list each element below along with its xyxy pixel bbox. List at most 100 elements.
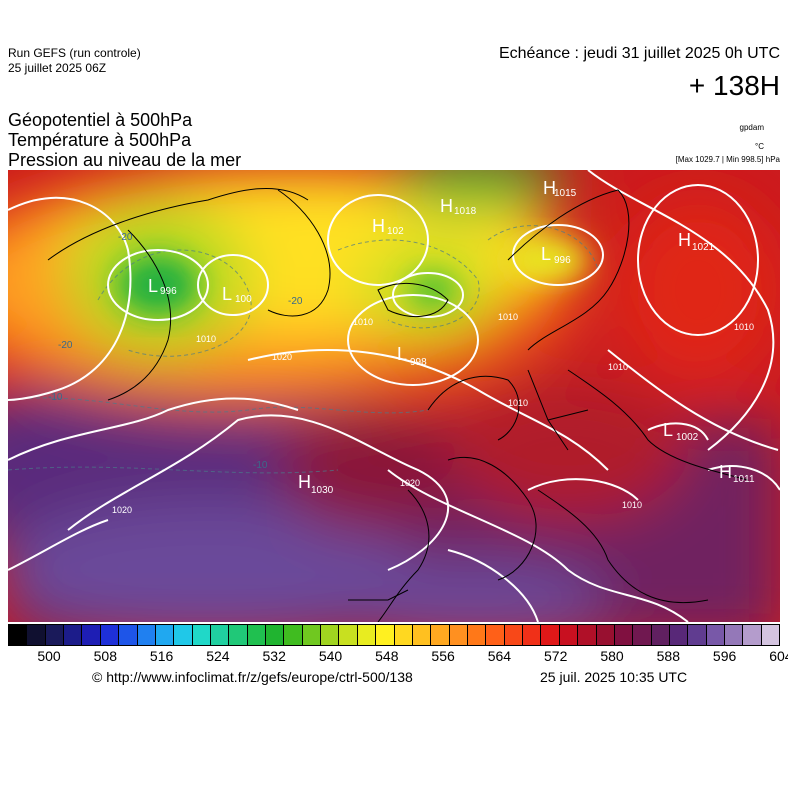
- valid-time: Echéance : jeudi 31 juillet 2025 0h UTC: [498, 45, 780, 62]
- colorbar-cell: [761, 625, 780, 645]
- colorbar-cell: [669, 625, 689, 645]
- run-name: Run GEFS (run controle): [8, 46, 141, 60]
- svg-text:L: L: [663, 420, 673, 440]
- colorbar-cell: [706, 625, 726, 645]
- colorbar-cell: [578, 625, 597, 645]
- colorbar-cell: [523, 625, 542, 645]
- isobar-label: 1010: [734, 322, 754, 332]
- isobar-label: 1010: [508, 398, 528, 408]
- svg-text:1002: 1002: [676, 432, 699, 443]
- colorbar-cell: [651, 625, 670, 645]
- colorbar-tick-label: 516: [149, 648, 174, 664]
- svg-text:H: H: [719, 462, 732, 482]
- colorbar-cell: [541, 625, 560, 645]
- colorbar-cell: [559, 625, 579, 645]
- colorbar-tick-label: 508: [93, 648, 117, 664]
- svg-text:998: 998: [410, 357, 427, 368]
- colorbar-cell: [155, 625, 175, 645]
- colorbar-cell: [486, 625, 505, 645]
- svg-text:996: 996: [160, 286, 177, 297]
- colorbar-cell: [357, 625, 377, 645]
- pressure-center: H 1021: [678, 230, 715, 253]
- pressure-center: L 996: [148, 276, 177, 297]
- colorbar-cell: [302, 625, 322, 645]
- coastlines: [47, 188, 749, 622]
- colorbar-tick-label: 580: [600, 648, 624, 664]
- colorbar-cell: [431, 625, 450, 645]
- svg-text:1030: 1030: [311, 485, 334, 496]
- colorbar-cell: [743, 625, 762, 645]
- isobar-label: 1010: [608, 362, 628, 372]
- pressure-center: H 102: [372, 216, 404, 237]
- pressure-center: H 1011: [719, 462, 755, 485]
- colorbar-cell: [376, 625, 395, 645]
- pressure-range: [Max 1029.7 | Min 998.5] hPa: [675, 155, 780, 164]
- isobar-label: 1020: [112, 505, 132, 515]
- colorbar-tick-label: 564: [487, 648, 512, 664]
- run-date: 25 juillet 2025 06Z: [8, 61, 107, 75]
- temperature-label: -20: [288, 296, 303, 307]
- pressure-center: L 1002: [663, 420, 699, 443]
- svg-text:H: H: [543, 178, 556, 198]
- isobar-label: 1010: [353, 317, 373, 327]
- colorbar-tick-label: 588: [656, 648, 680, 664]
- isobar-label: 1010: [196, 334, 216, 344]
- svg-text:L: L: [222, 284, 232, 304]
- colorbar-cell: [174, 625, 193, 645]
- colorbar-cell: [210, 625, 230, 645]
- svg-text:102: 102: [387, 226, 404, 237]
- colorbar-tick-label: 556: [431, 648, 455, 664]
- temperature-label: -10: [253, 460, 268, 471]
- colorbar-tick-label: 500: [37, 648, 61, 664]
- colorbar-cell: [27, 625, 46, 645]
- colorbar-cell: [339, 625, 358, 645]
- unit-geopotential: gpdam: [739, 123, 764, 132]
- svg-text:H: H: [440, 196, 453, 216]
- isobar-label: 1010: [498, 312, 518, 322]
- svg-text:1015: 1015: [554, 188, 577, 199]
- colorbar-cell: [504, 625, 524, 645]
- isobar-label: 1020: [272, 352, 292, 362]
- isobar-label: 1010: [622, 500, 642, 510]
- colorbar-cell: [266, 625, 285, 645]
- colorbar-tick-label: 532: [262, 648, 286, 664]
- colorbar-tick-label: 604: [769, 648, 788, 664]
- title-temperature: Température à 500hPa: [8, 130, 192, 150]
- pressure-center: L 996: [541, 244, 571, 266]
- colorbar-cell: [64, 625, 83, 645]
- colorbar-cell: [100, 625, 120, 645]
- temperature-label: -20: [118, 232, 133, 243]
- colorbar-cell: [45, 625, 65, 645]
- svg-text:H: H: [678, 230, 691, 250]
- colorbar-cell: [82, 625, 101, 645]
- pressure-center: L 100: [222, 284, 252, 305]
- colorbar-cell: [449, 625, 468, 645]
- svg-text:996: 996: [554, 255, 571, 266]
- credit-url: © http://www.infoclimat.fr/z/gefs/europe…: [92, 669, 413, 685]
- colorbar-cell: [596, 625, 615, 645]
- colorbar-cell: [725, 625, 744, 645]
- colorbar: [8, 624, 780, 646]
- colorbar-cell: [229, 625, 248, 645]
- colorbar-cell: [137, 625, 156, 645]
- colorbar-cell: [247, 625, 267, 645]
- colorbar-cell: [688, 625, 707, 645]
- pressure-center: H 1018: [440, 196, 477, 217]
- title-pressure: Pression au niveau de la mer: [8, 150, 242, 170]
- colorbar-ticks: 500 508 516 524 532 540 548 556 564 572 580 588 596 6…: [8, 648, 788, 666]
- colorbar-cell: [192, 625, 211, 645]
- colorbar-cell: [633, 625, 652, 645]
- svg-text:L: L: [148, 276, 158, 296]
- svg-text:H: H: [298, 472, 311, 492]
- colorbar-tick-label: 572: [544, 648, 568, 664]
- colorbar-cell: [467, 625, 487, 645]
- lead-time: + 138H: [688, 70, 780, 101]
- colorbar-tick-label: 548: [375, 648, 399, 664]
- isobar-label: 1020: [400, 478, 420, 488]
- svg-text:L: L: [397, 344, 407, 364]
- pressure-center: L 998: [397, 344, 427, 368]
- svg-text:1021: 1021: [692, 242, 715, 253]
- colorbar-tick-label: 524: [206, 648, 230, 664]
